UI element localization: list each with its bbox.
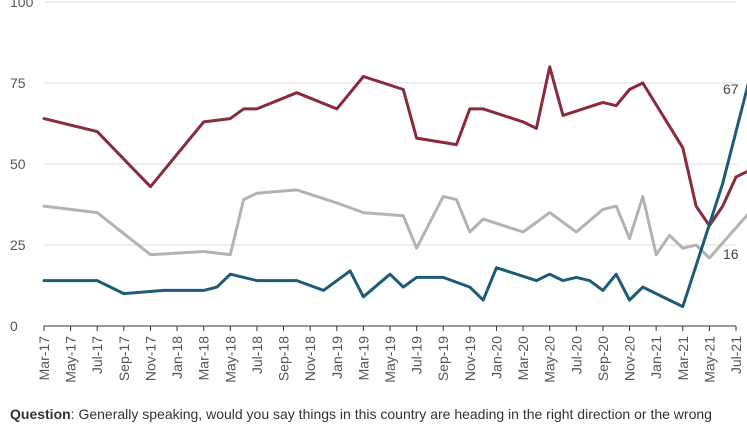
x-tick-label: Mar-18 xyxy=(196,336,212,381)
series-line-1 xyxy=(42,65,747,228)
x-tick-label: Jul-21 xyxy=(728,336,744,374)
x-tick-label: Sep-20 xyxy=(595,336,611,381)
y-tick-label: 75 xyxy=(10,75,26,91)
x-tick-label: May-21 xyxy=(701,336,717,383)
x-tick-label: Nov-17 xyxy=(142,336,158,381)
series-lines xyxy=(42,65,747,309)
x-tick-label: Jan-21 xyxy=(648,336,664,379)
x-axis-ticks: Mar-17 May-17 Jul-17 Sep-17 Nov-17 Jan-18 Mar-… xyxy=(36,326,744,383)
x-tick-label: May-20 xyxy=(542,336,558,383)
question-label: Question xyxy=(10,406,71,422)
x-tick-label: Jul-20 xyxy=(568,336,584,374)
series-end-label: 67 xyxy=(723,81,739,97)
y-tick-label: 100 xyxy=(10,0,34,10)
x-tick-label: May-18 xyxy=(222,336,238,383)
x-tick-label: Sep-18 xyxy=(276,336,292,381)
x-tick-label: Jul-19 xyxy=(409,336,425,374)
x-tick-label: Nov-18 xyxy=(302,336,318,381)
y-axis-ticks: 0 25 50 75 100 xyxy=(10,0,34,334)
x-tick-label: May-19 xyxy=(382,336,398,383)
y-tick-label: 0 xyxy=(10,318,18,334)
x-tick-label: Mar-20 xyxy=(515,336,531,381)
question-note: Question: Generally speaking, would you … xyxy=(10,406,712,422)
x-tick-label: Sep-17 xyxy=(116,336,132,381)
x-tick-label: Jan-18 xyxy=(169,336,185,379)
y-tick-label: 50 xyxy=(10,156,26,172)
y-tick-label: 25 xyxy=(10,237,26,253)
x-tick-label: Nov-20 xyxy=(622,336,638,381)
x-tick-label: Jul-17 xyxy=(89,336,105,374)
x-tick-label: May-17 xyxy=(63,336,79,383)
x-tick-label: Jul-18 xyxy=(249,336,265,374)
series-line-3 xyxy=(42,82,747,309)
series-end-label: 16 xyxy=(723,246,739,262)
x-tick-label: Sep-19 xyxy=(435,336,451,381)
x-tick-label: Jan-19 xyxy=(329,336,345,379)
x-tick-label: Mar-19 xyxy=(355,336,371,381)
question-text: : Generally speaking, would you say thin… xyxy=(70,406,712,422)
x-tick-label: Nov-19 xyxy=(462,336,478,381)
gridlines xyxy=(44,1,736,327)
x-tick-label: Mar-21 xyxy=(675,336,691,381)
x-tick-label: Jan-20 xyxy=(488,336,504,379)
x-tick-label: Mar-17 xyxy=(36,336,52,381)
series-line-2 xyxy=(42,188,747,260)
